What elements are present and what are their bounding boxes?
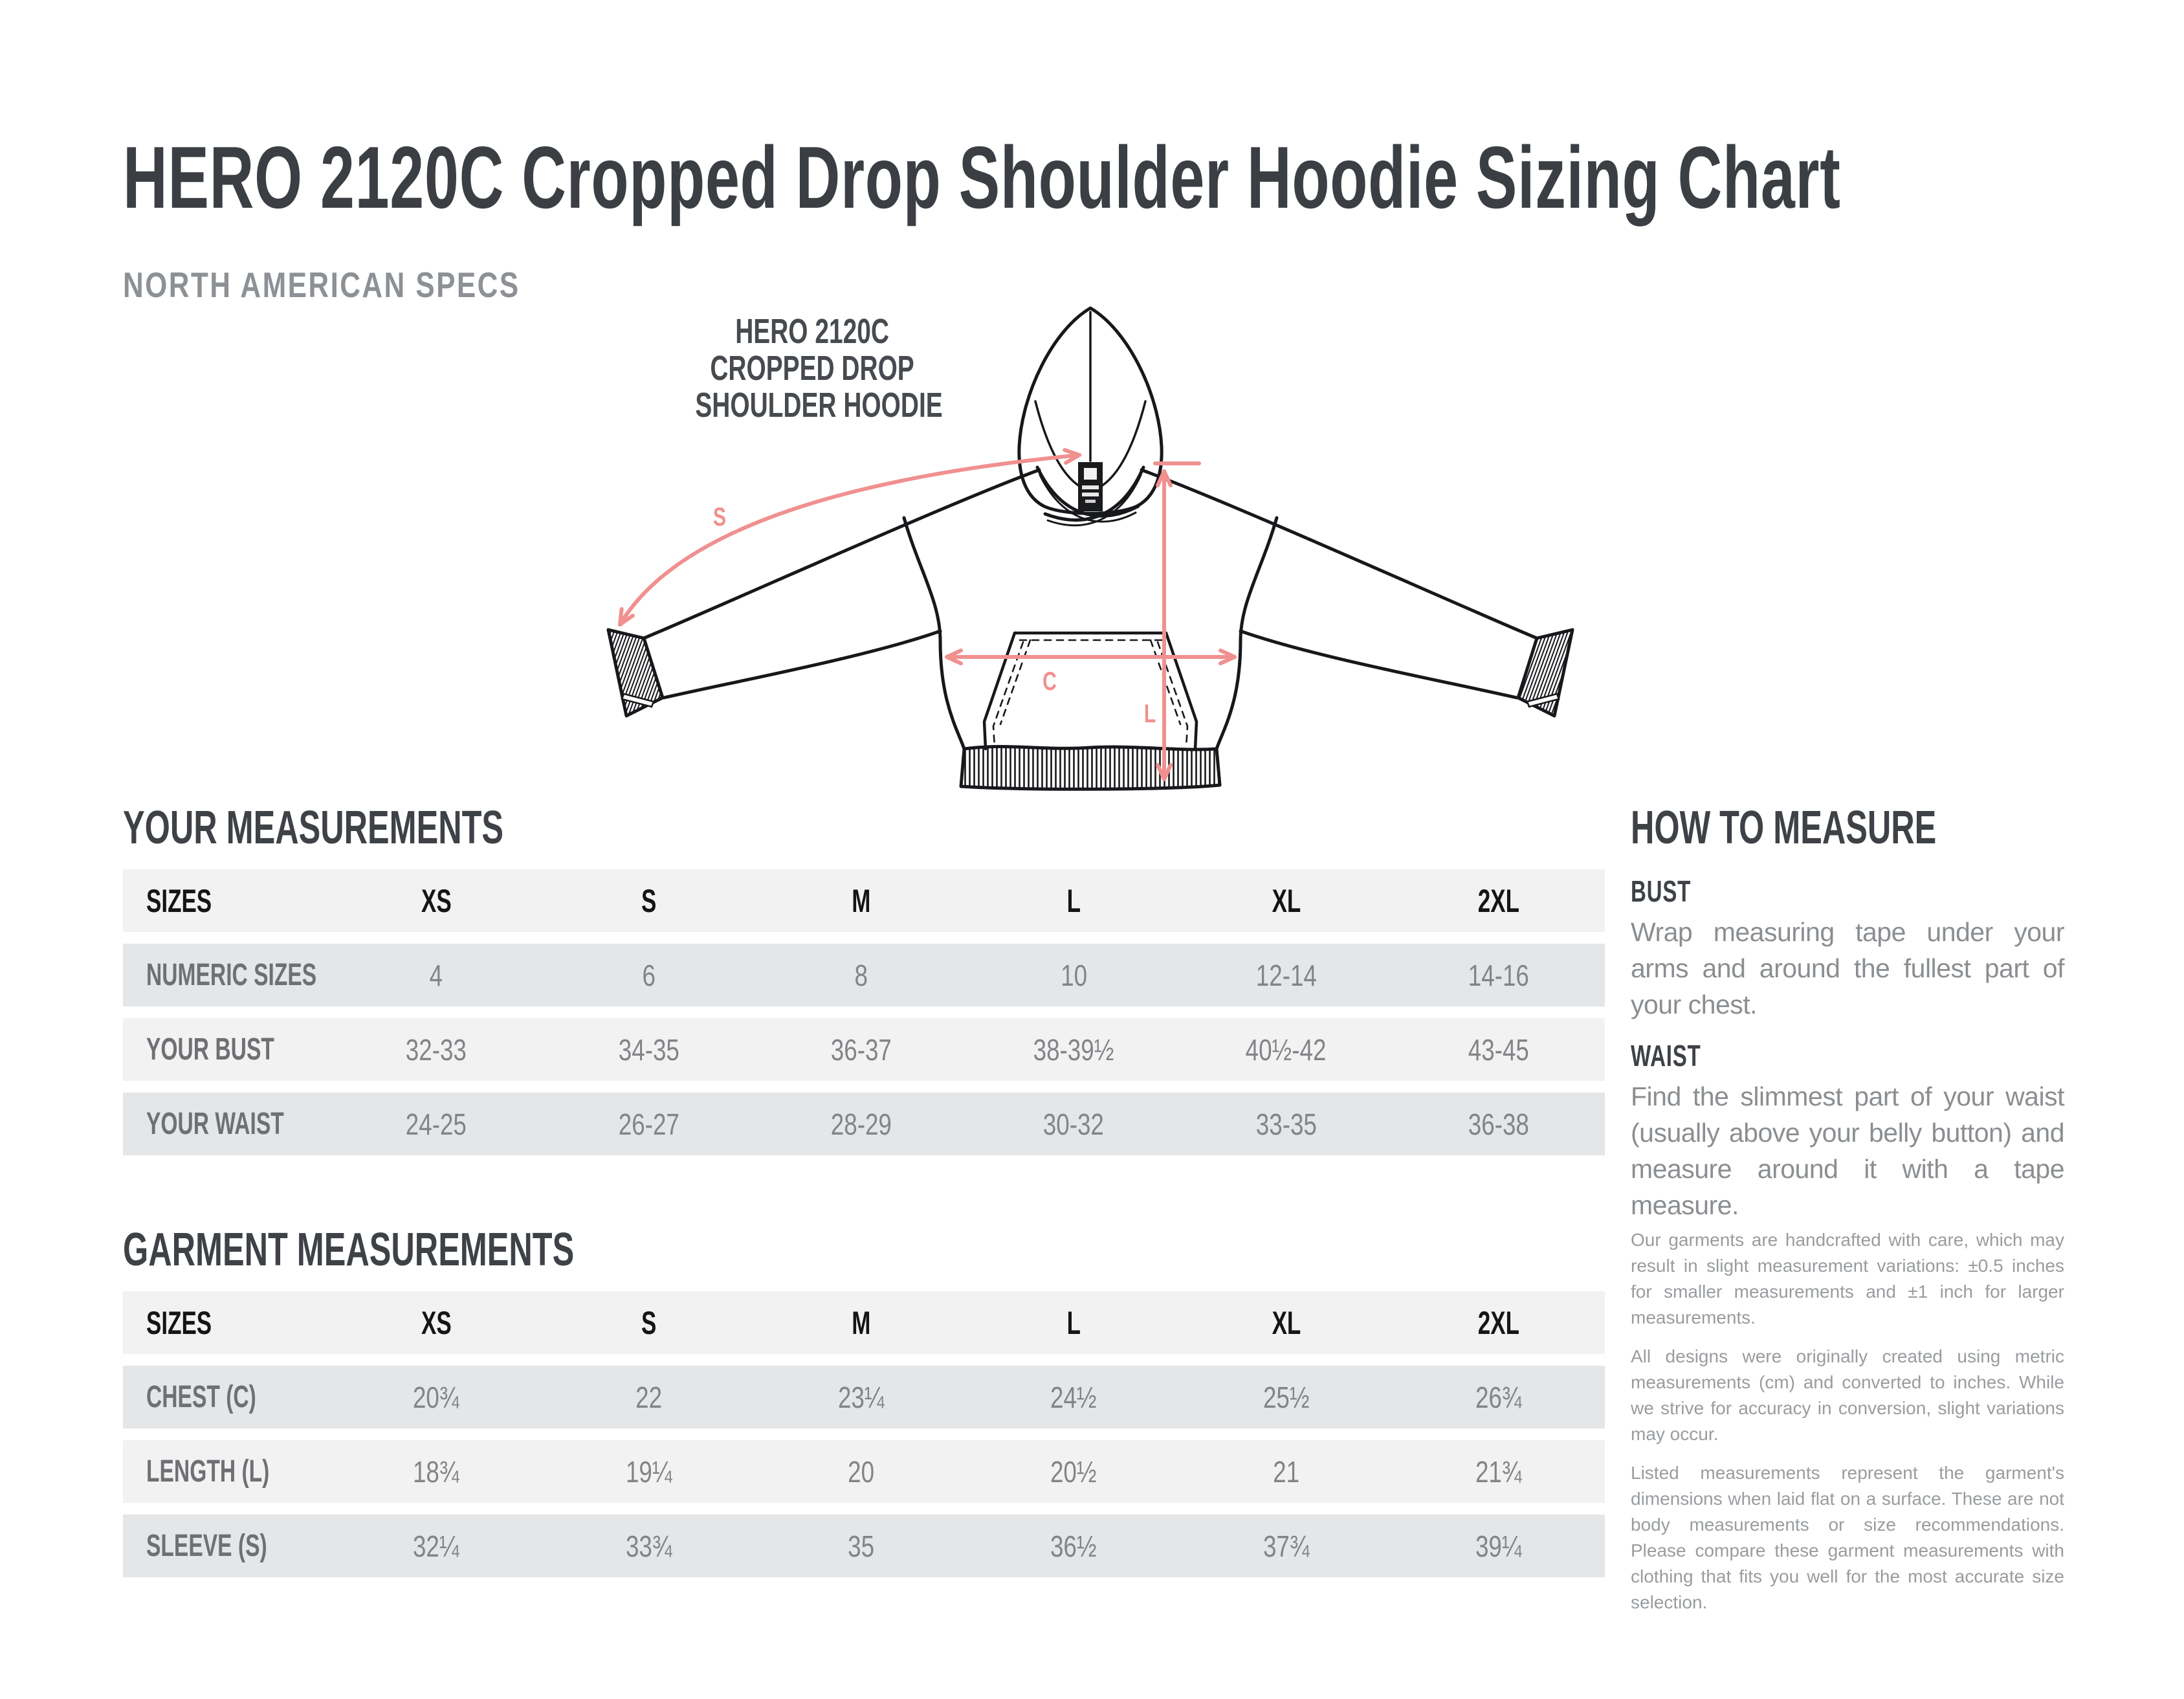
bust-instructions: Wrap measuring tape under your arms and … [1631, 917, 2065, 1019]
table-cell: 8 [854, 958, 868, 992]
table-cell: 6 [642, 958, 656, 992]
table-cell: 28-29 [830, 1107, 892, 1141]
table-row-sleeve: SLEEVE (S) 32¼ 33¾ 35 36½ 37¾ 39¼ [123, 1515, 1605, 1577]
table-cell: 39¼ [1475, 1529, 1522, 1563]
table-cell: 37¾ [1263, 1529, 1310, 1563]
note-paragraph: All designs were originally created usin… [1631, 1346, 2064, 1444]
diagram-caption: HERO 2120C CROPPED DROP SHOULDER HOODIE [647, 313, 977, 424]
table-cell: 34-35 [618, 1032, 679, 1067]
header-cell-2xl: 2XL [1477, 1304, 1519, 1341]
page-subtitle: NORTH AMERICAN SPECS [123, 265, 520, 305]
hoodie-diagram: S C L [606, 306, 1574, 791]
table-header-row: SIZES XS S M L XL 2XL [123, 1291, 1605, 1354]
table-cell: 33¾ [625, 1529, 672, 1563]
table-cell: 36-37 [830, 1032, 892, 1067]
table-cell: 19¼ [625, 1454, 672, 1489]
row-label: LENGTH (L) [146, 1454, 270, 1489]
table-cell: 24-25 [406, 1107, 467, 1141]
row-label: NUMERIC SIZES [146, 958, 317, 992]
table-cell: 32¼ [413, 1529, 459, 1563]
header-cell-l: L [1066, 882, 1081, 919]
table-cell: 33-35 [1255, 1107, 1317, 1141]
waist-instructions: Find the slimmest part of your waist (us… [1631, 1082, 2065, 1220]
table-row-your-waist: YOUR WAIST 24-25 26-27 28-29 30-32 33-35… [123, 1093, 1605, 1155]
table-cell: 20 [848, 1454, 875, 1489]
how-to-measure-section: HOW TO MEASURE BUST Wrap measuring tape … [1631, 801, 2065, 1239]
table-cell: 12-14 [1255, 958, 1317, 992]
table-row-numeric-sizes: NUMERIC SIZES 4 6 8 10 12-14 14-16 [123, 944, 1605, 1006]
table-row-chest: CHEST (C) 20¾ 22 23¼ 24½ 25½ 26¾ [123, 1366, 1605, 1428]
table-cell: 20¾ [413, 1380, 459, 1414]
header-cell-xl: XL [1272, 1304, 1301, 1341]
header-cell-s: S [641, 1304, 657, 1341]
table-cell: 26-27 [618, 1107, 679, 1141]
note-paragraph: Our garments are handcrafted with care, … [1631, 1230, 2064, 1327]
table-cell: 30-32 [1043, 1107, 1105, 1141]
table-cell: 21 [1273, 1454, 1299, 1489]
garment-measurements-heading: GARMENT MEASUREMENTS [123, 1224, 575, 1276]
how-to-measure-heading: HOW TO MEASURE [1631, 802, 1937, 854]
sleeve-arrow-label: S [713, 503, 726, 531]
table-cell: 40½-42 [1246, 1032, 1327, 1067]
cuff-right [1516, 628, 1574, 718]
table-row-length: LENGTH (L) 18¾ 19¼ 20 20½ 21 21¾ [123, 1440, 1605, 1503]
table-cell: 10 [1060, 958, 1087, 992]
your-measurements-table: SIZES XS S M L XL 2XL NUMERIC SIZES 4 6 … [123, 869, 1605, 1155]
table-cell: 4 [429, 958, 443, 992]
table-row-your-bust: YOUR BUST 32-33 34-35 36-37 38-39½ 40½-4… [123, 1018, 1605, 1081]
table-cell: 22 [635, 1380, 662, 1414]
table-cell: 35 [848, 1529, 875, 1563]
row-label: YOUR BUST [146, 1032, 274, 1067]
table-cell: 36½ [1050, 1529, 1097, 1563]
diagram-caption-line: CROPPED DROP [710, 349, 914, 388]
sleeve-arrow [618, 448, 1081, 627]
table-cell: 26¾ [1475, 1380, 1522, 1414]
garment-measurements-table: SIZES XS S M L XL 2XL CHEST (C) 20¾ 22 2… [123, 1291, 1605, 1577]
table-header-row: SIZES XS S M L XL 2XL [123, 869, 1605, 932]
bust-label: BUST [1631, 874, 1692, 908]
header-cell-sizes: SIZES [146, 1304, 212, 1341]
table-cell: 25½ [1263, 1380, 1310, 1414]
row-label: SLEEVE (S) [146, 1529, 267, 1563]
diagram-caption-line: HERO 2120C [735, 312, 889, 351]
table-cell: 32-33 [406, 1032, 467, 1067]
header-cell-m: M [852, 882, 871, 919]
header-cell-xs: XS [421, 1304, 452, 1341]
measurement-notes: Our garments are handcrafted with care, … [1631, 1227, 2064, 1628]
table-cell: 43-45 [1468, 1032, 1529, 1067]
table-cell: 18¾ [413, 1454, 459, 1489]
header-cell-xl: XL [1272, 882, 1301, 919]
row-label: YOUR WAIST [146, 1107, 284, 1141]
header-cell-2xl: 2XL [1477, 882, 1519, 919]
row-label: CHEST (C) [146, 1380, 256, 1414]
chest-arrow-label: C [1042, 667, 1057, 696]
length-arrow-label: L [1144, 700, 1156, 728]
table-cell: 38-39½ [1033, 1032, 1114, 1067]
table-cell: 21¾ [1475, 1454, 1522, 1489]
table-cell: 14-16 [1468, 958, 1529, 992]
table-cell: 24½ [1050, 1380, 1097, 1414]
cuff-left [606, 628, 665, 718]
diagram-caption-line: SHOULDER HOODIE [695, 386, 943, 425]
your-measurements-heading: YOUR MEASUREMENTS [123, 802, 504, 854]
header-cell-xs: XS [421, 882, 452, 919]
table-cell: 36-38 [1468, 1107, 1529, 1141]
table-cell: 20½ [1050, 1454, 1097, 1489]
neck-label-tag [1078, 462, 1103, 511]
page-title: HERO 2120C Cropped Drop Shoulder Hoodie … [123, 128, 1841, 227]
waist-label: WAIST [1631, 1039, 1701, 1072]
header-cell-l: L [1066, 1304, 1081, 1341]
measurement-arrows [618, 448, 1237, 781]
note-paragraph: Listed measurements represent the garmen… [1631, 1463, 2064, 1612]
header-cell-m: M [852, 1304, 871, 1341]
hem-band [959, 745, 1222, 791]
header-cell-sizes: SIZES [146, 882, 212, 919]
arrow-labels: S C L [713, 503, 1156, 728]
table-cell: 23¼ [838, 1380, 885, 1414]
header-cell-s: S [641, 882, 657, 919]
